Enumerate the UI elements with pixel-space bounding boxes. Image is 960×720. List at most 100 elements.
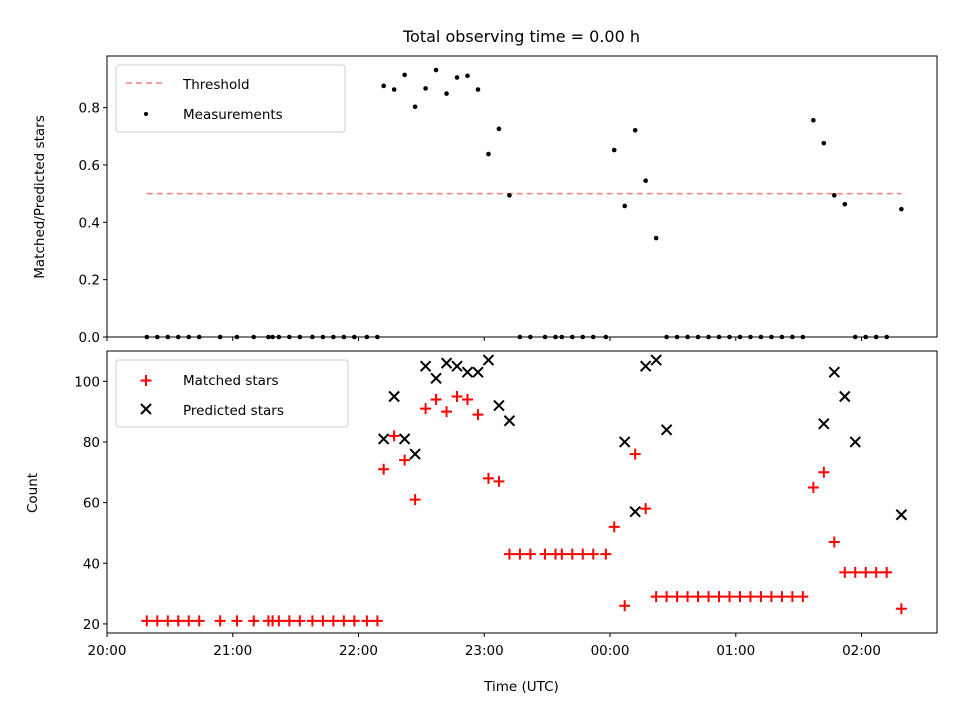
measurement-point — [475, 87, 481, 92]
matched-star-point — [294, 615, 306, 627]
matched-star-point — [306, 615, 318, 627]
predicted-star-point — [388, 390, 400, 403]
predicted-star-point — [818, 418, 830, 430]
predicted-star-point — [440, 357, 453, 369]
chart-title: Total observing time = 0.00 h — [402, 27, 640, 46]
matched-star-point — [162, 615, 174, 627]
count-y-tick-label: 40 — [83, 556, 100, 572]
matched-star-point — [514, 548, 526, 560]
matched-star-point — [629, 448, 641, 460]
predicted-star-point — [639, 360, 652, 372]
matched-star-point — [317, 615, 329, 627]
measurement-point — [622, 203, 628, 209]
predicted-legend-marker — [140, 403, 152, 415]
count-y-tick-label: 60 — [83, 496, 100, 512]
ratio-y-tick-label: 0.2 — [79, 273, 100, 289]
count-plot-area — [141, 354, 908, 627]
matched-star-point — [870, 566, 882, 578]
matched-star-point — [539, 548, 551, 560]
x-tick-label: 22:00 — [339, 643, 378, 659]
matched-star-point — [881, 566, 893, 578]
matched-star-point — [807, 481, 819, 493]
predicted-star-point — [409, 448, 421, 460]
matched-star-point — [839, 566, 851, 578]
measurement-point — [653, 235, 659, 241]
matched-star-point — [734, 591, 746, 603]
matched-star-point — [524, 548, 536, 560]
matched-star-point — [600, 548, 612, 560]
matched-star-point — [692, 591, 704, 603]
matched-star-point — [348, 615, 360, 627]
predicted-star-point — [493, 399, 505, 412]
measurements-legend-label: Measurements — [183, 107, 283, 123]
matched-star-point — [482, 472, 494, 484]
matched-star-point — [409, 494, 421, 506]
threshold-legend-label: Threshold — [182, 77, 250, 93]
predicted-star-point — [828, 366, 841, 378]
predicted-star-point — [398, 433, 411, 445]
predicted-star-point — [849, 436, 861, 448]
predicted-star-point — [839, 390, 851, 403]
measurement-point — [454, 75, 460, 80]
matched-star-point — [214, 615, 226, 627]
matched-star-point — [682, 591, 694, 603]
count-y-tick-label: 20 — [83, 617, 100, 633]
measurement-point — [391, 87, 397, 92]
matched-star-point — [493, 475, 505, 487]
matched-star-point — [608, 521, 620, 533]
matched-star-point — [724, 591, 735, 603]
matched-star-point — [703, 591, 715, 603]
predicted-star-point — [503, 415, 516, 427]
matched-star-point — [755, 591, 767, 603]
ratio-legend: Threshold Measurements — [115, 64, 346, 133]
matched-star-point — [587, 548, 599, 560]
matched-star-point — [193, 615, 205, 627]
matched-star-point — [420, 403, 432, 415]
ratio-y-tick-label: 0.4 — [79, 215, 100, 231]
count-axes-frame — [106, 350, 938, 634]
matched-star-point — [388, 430, 400, 442]
matched-star-point — [849, 566, 861, 578]
measurement-point — [381, 83, 386, 89]
measurement-point — [842, 201, 848, 207]
predicted-star-point — [482, 354, 495, 366]
predicted-star-point — [650, 354, 662, 366]
matched-star-point — [283, 615, 295, 627]
x-tick-label: 21:00 — [213, 643, 252, 659]
measurement-point — [507, 193, 512, 198]
matched-star-point — [141, 615, 153, 627]
ratio-plot-area — [144, 67, 904, 340]
matched-star-point — [378, 463, 390, 475]
measurement-point — [643, 178, 648, 184]
measurement-point — [611, 147, 617, 153]
measurement-point — [465, 73, 470, 79]
matched-star-point — [441, 406, 453, 418]
matched-star-point — [151, 615, 163, 627]
count-y-tick-label: 100 — [74, 374, 100, 390]
predicted-star-point — [419, 360, 432, 372]
matched-star-point — [248, 615, 260, 627]
x-tick-label: 01:00 — [716, 643, 755, 659]
matched-star-point — [327, 615, 339, 627]
matched-star-point — [556, 548, 568, 560]
count-panel: 20 40 60 80 100 20:00 21:00 22:00 23:00 00:00 01:… — [25, 350, 938, 695]
ratio-y-ticks: 0.0 0.2 0.4 0.6 0.8 — [79, 101, 107, 346]
matched-star-point — [472, 409, 484, 421]
matched-star-point — [650, 591, 662, 603]
matched-star-point — [399, 454, 411, 466]
matched-star-point — [566, 548, 578, 560]
ratio-y-tick-label: 0.6 — [79, 158, 100, 174]
predicted-star-point — [895, 509, 908, 521]
predicted-star-point — [451, 360, 463, 372]
count-y-ticks: 20 40 60 80 100 — [74, 374, 107, 633]
matched-star-point — [273, 615, 285, 627]
matched-star-point — [183, 615, 195, 627]
matched-star-point — [797, 591, 809, 603]
measurement-point — [831, 193, 837, 198]
predicted-star-point — [430, 372, 442, 384]
matched-star-point — [818, 466, 830, 478]
x-tick-label: 02:00 — [842, 643, 881, 659]
matched-star-point — [338, 615, 350, 627]
measurement-point — [899, 206, 904, 212]
